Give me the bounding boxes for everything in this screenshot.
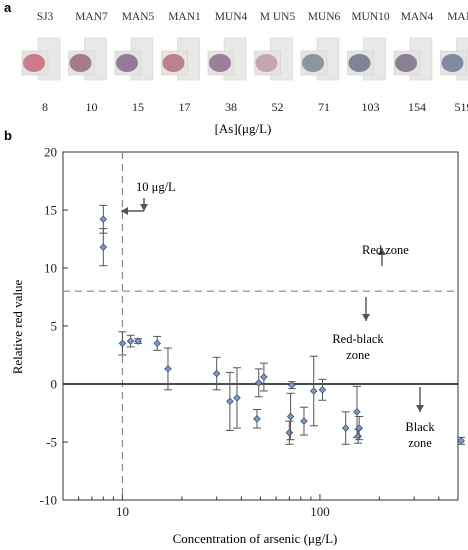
x-tick-label: 10 (116, 504, 129, 519)
data-point (134, 337, 142, 345)
y-tick-label: -5 (46, 435, 57, 450)
data-point (253, 415, 261, 423)
strip-name-label: MAN3 (447, 11, 468, 23)
strip-color-spot (209, 54, 231, 72)
data-point (255, 379, 263, 387)
strip-color-spot (441, 54, 464, 72)
test-strips: SJ3 8 MAN7 10 MAN5 15 MAN1 17 MUN4 38 M UN5 52 MUN6 7… (21, 11, 468, 114)
data-point (353, 408, 361, 416)
data-point (126, 337, 135, 345)
data-point (260, 373, 268, 381)
strip-name-label: M UN5 (260, 11, 296, 23)
strip-concentration-label: 15 (132, 100, 144, 114)
y-tick-label: 5 (51, 319, 58, 334)
strip-concentration-label: 38 (225, 100, 237, 114)
strip-concentration-label: 52 (272, 100, 284, 114)
annotation-black-zone: Black zone (405, 420, 435, 450)
data-point (99, 243, 108, 251)
strip-color-spot (348, 54, 371, 72)
arrow-10ugl-stem-head (140, 204, 148, 211)
data-point (118, 339, 127, 348)
strip-color-spot (395, 54, 417, 72)
strip-color-spot (162, 54, 185, 72)
data-point (354, 432, 362, 440)
data-point (355, 424, 363, 432)
data-point (164, 365, 172, 373)
annotation-red-black-zone: Red-black zone (332, 332, 384, 362)
annotation-red-zone: Red zone (362, 243, 409, 257)
data-point (318, 386, 327, 394)
strip-name-label: MUN4 (215, 11, 248, 23)
data-point (233, 394, 241, 402)
data-point (288, 381, 296, 389)
data-point (341, 424, 350, 432)
arrow-10ugl-head (121, 207, 128, 215)
scatter-plot: -10 -5 0 5 10 15 20 10 100 (40, 145, 466, 519)
data-point (309, 387, 318, 395)
strip-name-label: MUN6 (308, 11, 341, 23)
strip-name-label: SJ3 (37, 11, 54, 23)
strip-color-spot (302, 54, 324, 72)
data-point (285, 428, 294, 437)
data-point (300, 417, 308, 425)
strip-name-label: MAN1 (168, 11, 201, 23)
strip-concentration-label: 17 (179, 100, 191, 114)
y-tick-label: 15 (44, 203, 57, 218)
panel-a-label: a (4, 0, 12, 15)
strip-concentration-label: 71 (318, 100, 330, 114)
strip-concentration-label: 519 (455, 100, 468, 114)
data-point (286, 412, 295, 421)
data-point (226, 397, 234, 406)
data-point (457, 437, 465, 445)
arrow-red-zone-head (378, 248, 386, 255)
strip-concentration-label: 103 (362, 100, 380, 114)
strip-name-label: MAN5 (122, 11, 155, 23)
strip-concentration-label: 8 (42, 100, 48, 114)
panel-b-label: b (4, 128, 12, 143)
data-point (153, 339, 161, 348)
strip-name-label: MAN7 (75, 11, 108, 23)
arrow-black-zone-head (416, 405, 424, 412)
strip-name-label: MUN10 (351, 11, 390, 23)
data-point (99, 215, 108, 224)
panel-a-xlabel: [As](μg/L) (215, 121, 272, 136)
annotation-10ugl: 10 μg/L (136, 180, 176, 194)
strip-name-label: MAN4 (401, 11, 434, 23)
y-tick-label: 20 (44, 145, 57, 160)
strip-concentration-label: 154 (408, 100, 426, 114)
strip-color-spot (69, 54, 92, 72)
y-axis-label: Relative red value (10, 279, 25, 374)
strip-color-spot (23, 54, 45, 72)
arrow-red-black-zone-head (362, 314, 370, 321)
strip-color-spot (116, 54, 138, 72)
y-tick-label: 10 (44, 261, 57, 276)
strip-color-spot (255, 54, 278, 72)
y-tick-label: -10 (40, 493, 57, 508)
data-point (212, 369, 221, 378)
strip-concentration-label: 10 (86, 100, 98, 114)
x-tick-label: 100 (310, 504, 330, 519)
x-axis-label: Concentration of arsenic (μg/L) (173, 531, 338, 546)
y-tick-label: 0 (51, 377, 58, 392)
